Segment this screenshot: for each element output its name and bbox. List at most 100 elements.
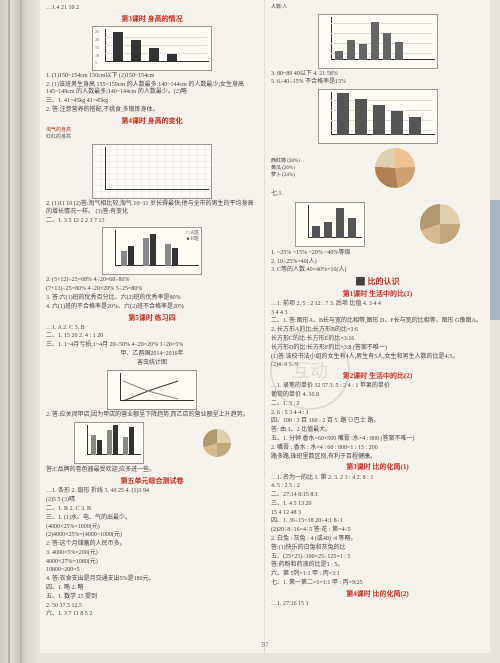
pie-sales — [203, 429, 231, 457]
ans-l7-11: 四、1. 略 2. 略 — [46, 585, 258, 593]
ans-l6-0: 答:C品牌的卷色器最受欢迎,应多进一些。 — [46, 467, 258, 475]
unit-title: ⬛ 比的认识 — [271, 277, 484, 287]
watermark-stamp: 互动 — [270, 330, 350, 410]
ans-r1-1: 5. 6÷40÷15% 不合格率是15% — [271, 79, 484, 87]
ans-r5-8: 路多路,珠班里数区别,有利于百程健康。 — [271, 454, 484, 462]
ans-r6-8: 答:(1)快乐的白兔和灰兔的比 — [271, 545, 484, 553]
ans-l7-0: …1. 条形 2. 扇形 折线 3. 40 25 4. (1)3 94 — [46, 488, 258, 496]
ans-l7-12: 五、1. 数学 25 提到 — [46, 594, 258, 602]
section-title-4: 第五单元综合测试卷 — [46, 477, 258, 486]
pie1-legend: 西红柿 (28%) 黄瓜 (26%) 萝卜 (24%) — [271, 158, 300, 179]
ans-r6-3: 三、1. 4 5 13 20 — [271, 501, 484, 509]
chart-line-pest — [107, 370, 197, 410]
chart-bar-sales — [74, 422, 144, 464]
section-title-2: 第4课时 身高的变化 — [46, 117, 258, 126]
ans-l1-1: 2. (1)该班男生身高 155~159cm 的人数最多;140~144cm 的… — [46, 82, 258, 98]
ans-r5-3: 2. 6 : 5 3 4 4 : J — [271, 410, 484, 418]
ans-l7-7: 3. 4000×5%=200(元) — [46, 550, 258, 558]
ans-l2-1: 二、1. 3 5 12 2 2 3 7 13 — [46, 218, 258, 226]
chart-row-5 — [46, 420, 258, 466]
right-column: 人数/人 3. 80~89 40以下 4. 21 58% 5. 6÷40÷15%… — [265, 0, 490, 653]
ans-l7-14: 六、1. 3 7 11 8 5 2 — [46, 611, 258, 619]
section-r3: 第3课时 比的化简(1) — [271, 463, 484, 472]
ans-l1-2: 三、1. 41~45kg 41~45kg — [46, 98, 258, 106]
ans-l7-2: 二、1. B 2. C 3. B — [46, 506, 258, 514]
r-ylabel1: 人数/人 — [271, 5, 484, 12]
section-r4: 第4课时 比的化简(2) — [271, 590, 484, 599]
pie-grades — [420, 204, 460, 244]
ans-r5-7: 2. 嘴膏 : 香水 : 水=4 : 60 : 800=1 : 15 : 200 — [271, 445, 484, 453]
ans-l3-1: (7+13)÷25=80% 4÷20=20% 5÷25=80% — [46, 286, 258, 294]
pie1-l0: 西红柿 (28%) — [271, 158, 300, 165]
section-r1: 第1课时 生活中的比(1) — [271, 290, 484, 299]
chart-grouped-bar: □ A班 ■ B班 — [102, 227, 202, 275]
ans-l7-5: (2)4000×25%=(4000~1000(元) — [46, 532, 258, 540]
ans-l7-1: (2)5 5 (3)晴 — [46, 497, 258, 505]
page-tab — [490, 200, 500, 320]
ans-l5-0: 2. 答:应关闭甲店,因为甲店的营业额呈下降趋势,而乙店的营业额呈上升趋势。 — [46, 412, 258, 420]
ans-r3-2: 二、1. 答:图形A、B长与宽的比相等,图形 D、F长与宽的比相等、图形 G像图… — [271, 318, 484, 326]
ans-l1-0: 1. (1)150~154cm 150cm以下 (2)150~154cm — [46, 73, 258, 81]
seven-line: 七.1. — [271, 191, 484, 199]
ans-r6-4: 15 4 12 48 3 — [271, 510, 484, 518]
pie-veg — [375, 148, 415, 188]
ans-l4-4: 害虫统计图 — [46, 360, 258, 368]
ans-r6-2: 二、27:14 8:15 8:1 — [271, 492, 484, 500]
ans-l7-4: (4000×25%=1000(元) — [46, 524, 258, 532]
ans-l4-2: 三、1. 1~4月亏损;1~4月 20÷50% 4÷20=20% 1÷20=5% — [46, 342, 258, 350]
ans-r2-2: 3. C等的人数:40×40%=16(人) — [271, 267, 484, 275]
ans-r6-12: 七、1. 第一第二=1=1:1 甲 : 丙=9:25 — [271, 580, 484, 588]
pie1-l1: 黄瓜 (26%) — [271, 165, 300, 172]
ans-l2-0: 2. (1)11 10 (2)答:淘气相比较,淘气 10~11 岁长得最快;他与… — [46, 201, 258, 217]
ans-l3-2: 3. 答:六(1)班的优秀百分比、六(2)班的优秀率是80% — [46, 295, 258, 303]
ans-r6-0: …1. 名为一的比 1. 第 2. 3. 2 3 : 4 2. 8 : 1 — [271, 475, 484, 483]
ans-r5-4: 四、100 : 3 百 160 : 2 百 5. 路 ⊙巴士 路。 — [271, 418, 484, 426]
chart-pie-row — [271, 200, 484, 249]
ans-r2-1: 2. 10÷25%=40(人) — [271, 259, 484, 267]
ans-l7-13: 2. 50 37.5 12.5 — [46, 603, 258, 611]
pie1-l2: 萝卜 (24%) — [271, 172, 300, 179]
ans-l7-6: 2. 答:这个月储蓄的人民币多。 — [46, 541, 258, 549]
ans-r1-0: 3. 80~89 40以下 4. 21 58% — [271, 71, 484, 79]
ans-r6-6: (2)20÷8÷16=4÷5 答:花 : 第=4÷5 — [271, 527, 484, 535]
ans-l7-8: 4000×27%=1080(元) — [46, 559, 258, 567]
ans-r3-1: 3 4 4 3 — [271, 310, 484, 318]
ans-r6-5: 四、1. 36÷15=18 20÷4:1 8÷1 — [271, 518, 484, 526]
ans-r6-9: 五、(25+25)÷100=25÷125=1 : 5 — [271, 554, 484, 562]
ans-l7-9: 10800~200=5 — [46, 567, 258, 575]
ans-r6-10: 答:药粉和药液的比是1 : 5。 — [271, 562, 484, 570]
ans-l4-1: 二、1. 15 20 2. 4 : 1 20 — [46, 333, 258, 341]
chart-bar-veg — [318, 89, 438, 144]
ans-r5-5: 答: 由 1、2 比值最大。 — [271, 427, 484, 435]
legend-B: ■ B班 — [186, 237, 199, 244]
stamp-text: 互动 — [292, 357, 328, 383]
ans-r5-6: 五、1. 分钟 香水=60×500 嘴膏 :水=4 : 800 (答案不唯一) — [271, 436, 484, 444]
chart-bar-scores — [318, 14, 438, 69]
legend-c2-0: 淘气的身高 — [46, 128, 258, 135]
ans-r2-0: 1. ~25% ~15% ~20% ~40%等级 — [271, 250, 484, 258]
ans-l4-0: …1. A 2. C 3. B — [46, 325, 258, 333]
ans-l7-10: 4. 答:衣食支出是月交通支出5%是180元。 — [46, 576, 258, 584]
section-title-3: 第5课时 练习四 — [46, 314, 258, 323]
ans-l3-0: 2. (5+12)÷25=68% 4÷20=68÷80% — [46, 277, 258, 285]
ans-r6-1: 4. 5 : 2 5 : 2 — [271, 483, 484, 491]
pie-row-1: 西红柿 (28%) 黄瓜 (26%) 萝卜 (24%) — [271, 146, 484, 190]
ans-l7-3: 三、1. (1)水、电、气的出最少。 — [46, 515, 258, 523]
chart-line-height-change — [92, 144, 212, 199]
page-number: 97 — [262, 641, 269, 649]
ans-l1-3: 2. 答:注意营养的搭配,不挑食,多锻炼身体。 — [46, 107, 258, 115]
ans-l3-3: 4. 六(1)班的不合格率是20%、六(2)班不合格率是20% — [46, 304, 258, 312]
chart-bar-heights: 252015105 — [92, 26, 212, 71]
r-bottom: …1. 27:16 15 1 — [271, 601, 484, 609]
ans-r3-0: …1. 前项 2. 5 : 2 12 : 7 3. 后项 比值 4. 3 4 4 — [271, 301, 484, 309]
page-content: …1.4 21 10 2 第3课时 身高的情况 252015105 1. (1)… — [40, 0, 490, 653]
section-title-1: 第3课时 身高的情况 — [46, 15, 258, 24]
ans-l4-3: 甲、乙两国2014~2016年 — [46, 351, 258, 359]
ans-r6-7: 2. 白兔 : 灰兔 : 4 (或40) :4 等略。 — [271, 536, 484, 544]
chart-bar-grades — [295, 202, 365, 247]
unit-title-text: 比的认识 — [367, 277, 399, 286]
top-line: …1.4 21 10 2 — [46, 5, 258, 13]
ans-r6-11: 六、第 5列×1:1 甲 : 丙=3:1 — [271, 571, 484, 579]
left-column: …1.4 21 10 2 第3课时 身高的情况 252015105 1. (1)… — [40, 0, 265, 653]
legend-c2-1: 红红的身高 — [46, 135, 258, 142]
